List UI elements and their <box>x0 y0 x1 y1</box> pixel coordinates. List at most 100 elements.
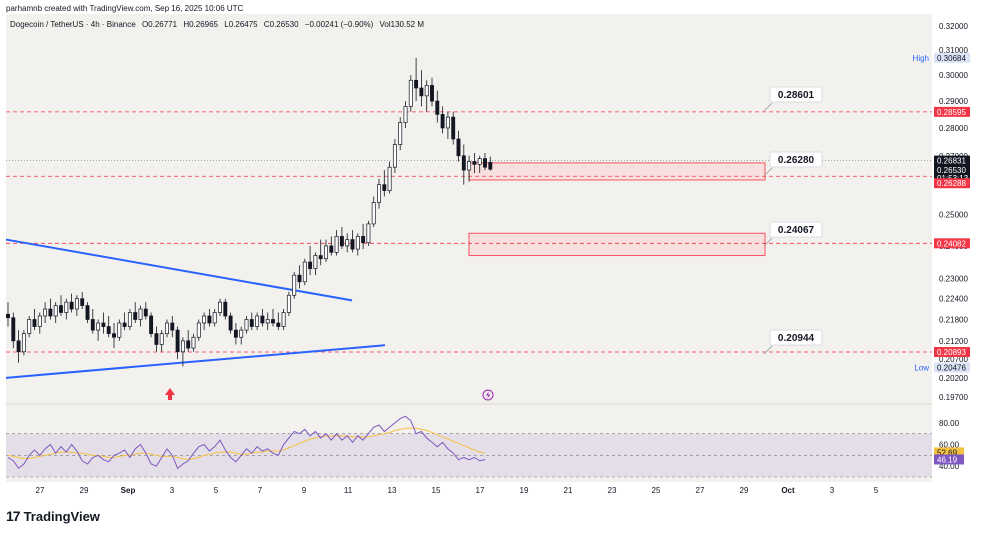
candle-body[interactable] <box>483 158 487 168</box>
candle-body[interactable] <box>334 236 339 253</box>
candle-body[interactable] <box>143 308 148 317</box>
ascending-trendline[interactable] <box>5 344 386 379</box>
candle-body[interactable] <box>286 294 291 313</box>
candle-body[interactable] <box>138 308 143 320</box>
candle-body[interactable] <box>281 312 286 327</box>
candle-body[interactable] <box>154 333 159 345</box>
candle-body[interactable] <box>43 308 48 317</box>
candle-body[interactable] <box>430 85 434 102</box>
tradingview-logo[interactable]: 17 TradingView <box>6 508 100 524</box>
candle-body[interactable] <box>456 138 461 157</box>
candle-body[interactable] <box>186 340 191 349</box>
candle-body[interactable] <box>37 315 42 327</box>
candle-body[interactable] <box>424 85 429 97</box>
candle-body[interactable] <box>461 155 466 171</box>
candle-body[interactable] <box>292 274 297 296</box>
candle-body[interactable] <box>53 305 58 317</box>
candle-body[interactable] <box>382 184 387 191</box>
supply-demand-zone[interactable] <box>468 162 766 181</box>
rsi-line[interactable] <box>7 415 486 470</box>
candle-body[interactable] <box>398 122 403 145</box>
candle-body[interactable] <box>32 319 37 327</box>
candle-body[interactable] <box>165 322 169 335</box>
price-callout-box[interactable] <box>769 86 823 103</box>
up-arrow-icon[interactable] <box>165 388 175 400</box>
candle-body[interactable] <box>408 79 413 107</box>
candle-body[interactable] <box>329 245 334 253</box>
candle-body[interactable] <box>276 322 281 327</box>
candle-body[interactable] <box>271 319 275 324</box>
candle-body[interactable] <box>106 326 111 335</box>
candle-body[interactable] <box>377 184 381 203</box>
candle-body[interactable] <box>255 315 260 327</box>
supply-demand-zone[interactable] <box>468 232 766 257</box>
candle-body[interactable] <box>223 301 228 317</box>
candle-body[interactable] <box>212 312 217 324</box>
candle-body[interactable] <box>149 315 154 335</box>
candle-body[interactable] <box>202 315 207 324</box>
candle-body[interactable] <box>239 329 244 338</box>
candle-body[interactable] <box>133 312 138 320</box>
candle-body[interactable] <box>207 315 212 324</box>
candle-body[interactable] <box>419 87 424 97</box>
candle-body[interactable] <box>159 333 164 345</box>
candle-body[interactable] <box>218 301 222 313</box>
candle-body[interactable] <box>366 223 371 244</box>
candle-body[interactable] <box>27 319 32 335</box>
price-callout-box[interactable] <box>769 151 823 168</box>
candle-body[interactable] <box>440 114 445 129</box>
candle-body[interactable] <box>101 322 106 327</box>
candle-body[interactable] <box>345 239 350 247</box>
candle-body[interactable] <box>265 319 270 324</box>
candle-body[interactable] <box>249 319 254 327</box>
candle-body[interactable] <box>127 312 132 327</box>
candle-body[interactable] <box>371 202 376 225</box>
price-callout-box[interactable] <box>769 221 823 238</box>
candle-body[interactable] <box>175 329 180 353</box>
candle-body[interactable] <box>445 116 450 129</box>
candle-body[interactable] <box>361 236 366 244</box>
candle-body[interactable] <box>90 319 95 331</box>
descending-trendline[interactable] <box>5 238 353 302</box>
candle-body[interactable] <box>11 317 16 342</box>
candle-body[interactable] <box>488 161 493 170</box>
candle-body[interactable] <box>196 322 201 338</box>
candle-body[interactable] <box>308 261 313 269</box>
candle-body[interactable] <box>313 255 318 269</box>
candle-body[interactable] <box>477 158 482 165</box>
candle-body[interactable] <box>467 161 472 171</box>
candle-body[interactable] <box>180 340 185 353</box>
candle-body[interactable] <box>170 322 175 331</box>
candle-body[interactable] <box>112 333 116 338</box>
candle-body[interactable] <box>297 274 302 283</box>
symbol-name[interactable]: Dogecoin / TetherUS · 4h · Binance <box>10 20 136 29</box>
candle-body[interactable] <box>260 315 265 324</box>
rsi-ma-line[interactable] <box>7 427 486 461</box>
candle-body[interactable] <box>228 315 233 331</box>
candle-body[interactable] <box>302 261 307 283</box>
candle-body[interactable] <box>324 245 328 260</box>
candle-body[interactable] <box>392 144 397 168</box>
lightning-icon[interactable] <box>482 389 494 401</box>
candle-body[interactable] <box>350 239 355 250</box>
candle-body[interactable] <box>435 100 440 115</box>
price-callout-box[interactable] <box>769 329 823 346</box>
candle-body[interactable] <box>74 298 79 310</box>
candle-body[interactable] <box>339 236 344 247</box>
candle-body[interactable] <box>403 106 408 123</box>
candle-body[interactable] <box>69 301 74 310</box>
candle-body[interactable] <box>48 308 53 317</box>
candle-body[interactable] <box>387 166 392 191</box>
candle-body[interactable] <box>96 322 101 331</box>
candle-body[interactable] <box>64 301 69 313</box>
candle-body[interactable] <box>472 161 477 165</box>
candle-body[interactable] <box>318 255 323 260</box>
candle-body[interactable] <box>451 116 456 140</box>
candle-body[interactable] <box>117 322 122 338</box>
candle-body[interactable] <box>122 322 127 327</box>
candle-body[interactable] <box>6 313 10 319</box>
candle-body[interactable] <box>21 333 26 353</box>
candle-body[interactable] <box>59 305 63 313</box>
candle-body[interactable] <box>191 336 196 349</box>
